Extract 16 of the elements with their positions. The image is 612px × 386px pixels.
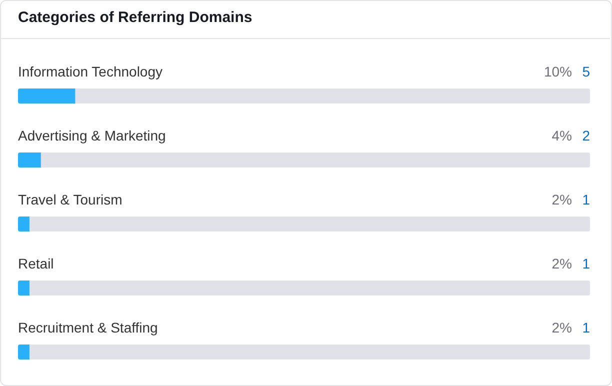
y-tick-label: Information Technology [18,64,162,80]
y-tick-label: Advertising & Marketing [18,128,166,144]
annotation: 1 [582,256,590,272]
chart-title: Categories of Referring Domains [18,9,252,26]
annotation: 5 [582,64,590,80]
y-tick-label: Recruitment & Staffing [18,320,158,336]
y-tick-label: Travel & Tourism [18,192,122,208]
data-label: 2% [552,320,572,336]
annotation: 1 [582,192,590,208]
annotation: 1 [582,320,590,336]
data-label: 10% [544,64,572,80]
y-tick-label: Retail [18,256,54,272]
data-label: 2% [552,192,572,208]
annotation: 2 [582,128,590,144]
data-label: 4% [552,128,572,144]
data-label: 2% [552,256,572,272]
